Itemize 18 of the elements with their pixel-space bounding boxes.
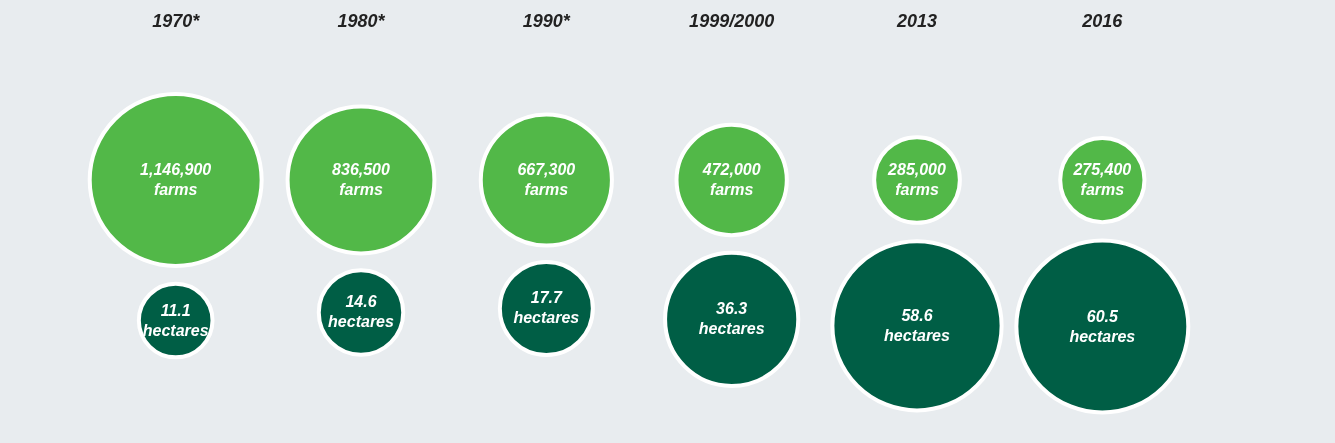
data-label: 1,146,900 farms	[140, 161, 212, 198]
data-label: 472,000 farms	[701, 161, 761, 198]
category-label: 2013	[895, 11, 938, 31]
data-label: 14.6 hectares	[328, 293, 395, 331]
category-label: 1990*	[522, 11, 571, 31]
category-label: 1970*	[152, 11, 201, 31]
data-label: 285,000 farms	[887, 161, 947, 198]
category-label: 1980*	[337, 11, 386, 31]
data-label: 36.3 hectares	[698, 300, 765, 338]
data-label: 58.6 hectares	[884, 306, 951, 344]
category-label: 2016	[1081, 11, 1124, 31]
data-label: 667,300 farms	[517, 161, 576, 198]
category-label: 1999/2000	[689, 11, 775, 31]
data-label: 836,500 farms	[332, 161, 391, 198]
data-label: 60.5 hectares	[1069, 307, 1136, 345]
data-label: 275,400 farms	[1072, 161, 1132, 198]
data-label: 17.7 hectares	[513, 289, 580, 327]
data-label: 11.1 hectares	[142, 301, 209, 339]
